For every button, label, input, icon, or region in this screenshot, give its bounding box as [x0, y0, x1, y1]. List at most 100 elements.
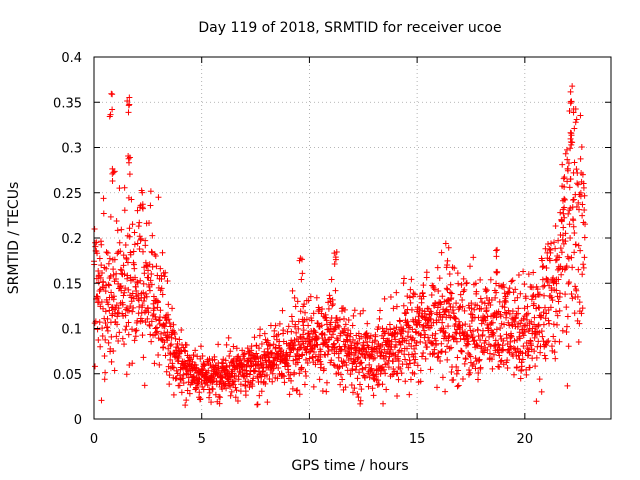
data-point — [155, 194, 162, 201]
data-point — [397, 318, 404, 325]
data-point — [403, 361, 410, 368]
data-point — [560, 175, 567, 182]
data-point — [419, 289, 426, 296]
data-point — [331, 344, 338, 351]
data-point — [131, 337, 138, 344]
data-point — [469, 311, 476, 318]
data-point — [115, 305, 122, 312]
data-point — [521, 326, 528, 333]
data-point — [217, 369, 224, 376]
data-point — [563, 304, 570, 311]
data-point — [266, 359, 273, 366]
data-point — [419, 307, 426, 314]
data-point — [438, 249, 445, 256]
data-point — [115, 338, 122, 345]
data-point — [575, 199, 582, 206]
data-point — [349, 365, 356, 372]
data-point — [496, 364, 503, 371]
data-point — [349, 322, 356, 329]
data-point — [578, 310, 585, 317]
data-point — [341, 325, 348, 332]
data-point — [358, 333, 365, 340]
data-point — [161, 323, 168, 330]
data-point — [201, 362, 208, 369]
data-point — [514, 294, 521, 301]
data-point — [547, 304, 554, 311]
data-point — [562, 230, 569, 237]
data-point — [382, 370, 389, 377]
data-point — [487, 276, 494, 283]
data-point — [326, 292, 333, 299]
data-point — [410, 290, 417, 297]
data-point — [342, 384, 349, 391]
data-point — [446, 300, 453, 307]
data-point — [424, 343, 431, 350]
data-point — [526, 364, 533, 371]
data-point — [373, 346, 380, 353]
data-point — [557, 245, 564, 252]
data-point — [570, 223, 577, 230]
data-point — [579, 305, 586, 312]
data-point — [346, 333, 353, 340]
data-point — [379, 325, 386, 332]
y-tick-label: 0.3 — [61, 142, 82, 157]
data-point — [342, 331, 349, 338]
data-point — [417, 338, 424, 345]
data-point — [573, 166, 580, 173]
data-point — [356, 369, 363, 376]
data-point — [350, 336, 357, 343]
data-point — [459, 375, 466, 382]
data-point — [324, 351, 331, 358]
data-point — [562, 150, 569, 157]
data-point — [298, 364, 305, 371]
data-point — [369, 385, 376, 392]
data-point — [377, 353, 384, 360]
data-point — [166, 381, 173, 388]
data-point — [104, 315, 111, 322]
data-point — [390, 305, 397, 312]
data-point — [374, 377, 381, 384]
data-point — [577, 112, 584, 119]
data-point — [94, 250, 101, 257]
data-point — [541, 304, 548, 311]
data-point — [134, 207, 141, 214]
data-point — [470, 361, 477, 368]
data-point — [565, 160, 572, 167]
data-point — [568, 130, 575, 137]
data-point — [122, 326, 129, 333]
data-point — [117, 266, 124, 273]
data-point — [274, 375, 281, 382]
data-point — [151, 360, 158, 367]
data-point — [495, 363, 502, 370]
data-point — [383, 386, 390, 393]
data-point — [541, 352, 548, 359]
data-point — [200, 361, 207, 368]
data-point — [244, 345, 251, 352]
y-tick-label: 0.2 — [61, 232, 82, 247]
data-point — [556, 290, 563, 297]
data-point — [246, 371, 253, 378]
data-point — [121, 341, 128, 348]
data-point — [119, 301, 126, 308]
data-point — [289, 318, 296, 325]
data-point — [561, 214, 568, 221]
data-point — [435, 353, 442, 360]
data-point — [402, 378, 409, 385]
data-point — [435, 317, 442, 323]
data-point — [496, 352, 503, 359]
data-point — [272, 354, 279, 361]
data-point — [180, 371, 187, 378]
data-point — [288, 377, 295, 384]
data-point — [317, 348, 324, 355]
data-point — [533, 398, 540, 405]
data-point — [182, 402, 189, 409]
data-point — [543, 342, 550, 349]
data-point — [495, 308, 502, 315]
data-point — [110, 169, 117, 176]
data-point — [95, 337, 102, 344]
data-point — [459, 322, 466, 329]
data-point — [158, 285, 165, 292]
data-point — [254, 374, 261, 381]
data-point — [504, 364, 511, 371]
data-point — [407, 299, 414, 306]
